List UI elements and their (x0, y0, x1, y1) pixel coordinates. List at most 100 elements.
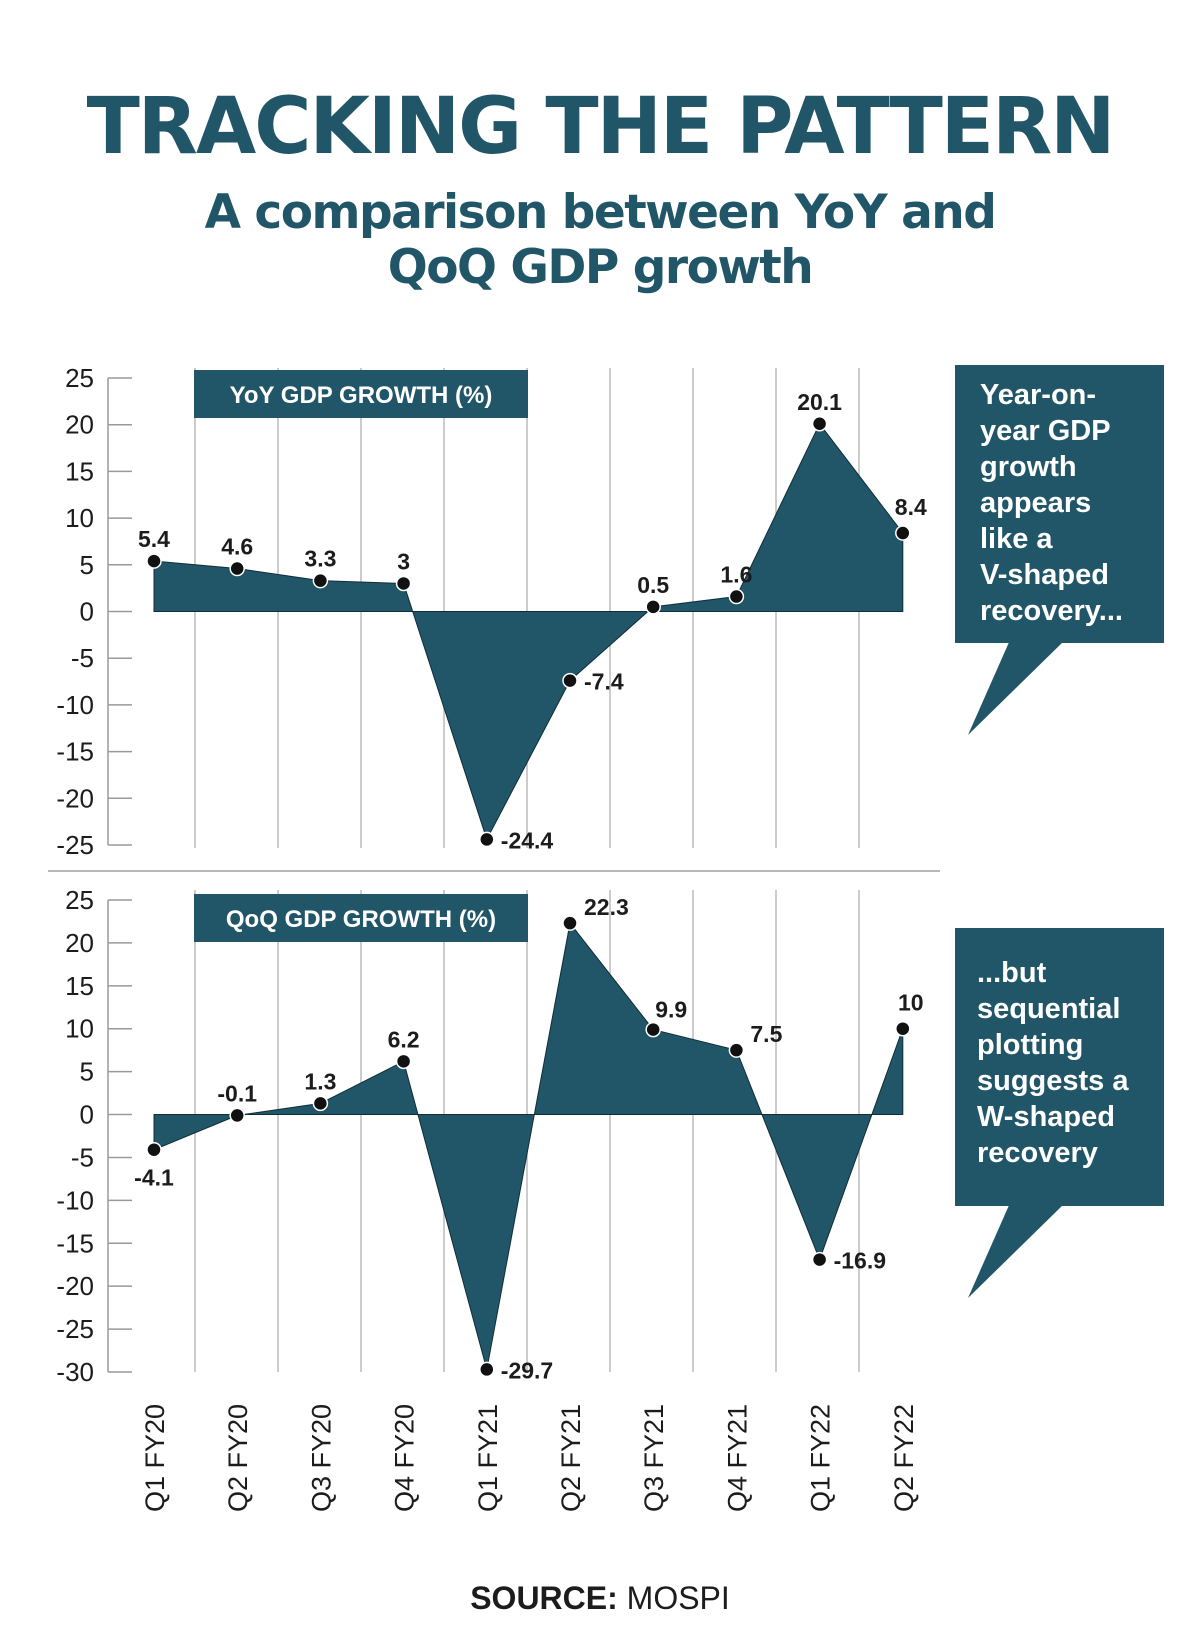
x-tick-label: Q4 FY21 (722, 1404, 752, 1512)
subtitle-line-2: QoQ GDP growth (387, 240, 814, 295)
y-tick-label: 15 (65, 456, 94, 486)
source-value: MOSPI (626, 1580, 730, 1616)
callout-text-line: year GDP (980, 415, 1111, 447)
data-label: 22.3 (584, 894, 629, 920)
x-tick-label: Q3 FY21 (639, 1404, 669, 1512)
data-label: 9.9 (655, 997, 687, 1023)
y-tick-label: 5 (80, 550, 94, 580)
data-label: 7.5 (750, 1021, 782, 1047)
data-label: 5.4 (138, 526, 170, 552)
growth-area (153, 422, 904, 841)
data-point (895, 525, 911, 541)
y-tick-label: 0 (80, 597, 94, 627)
callout-text-line: recovery... (980, 595, 1123, 627)
data-point (146, 553, 162, 569)
subtitle-line-1: A comparison between YoY and (204, 185, 997, 240)
data-label: -4.1 (134, 1165, 174, 1191)
y-tick-label: 0 (80, 1100, 94, 1130)
y-tick-label: 20 (65, 410, 94, 440)
callout-text-line: Year-on- (980, 379, 1096, 411)
data-label: 4.6 (221, 534, 253, 560)
x-tick-label: Q1 FY22 (806, 1404, 836, 1512)
source-label: SOURCE: (470, 1580, 618, 1616)
x-tick-label: Q2 FY22 (889, 1404, 919, 1512)
data-label: -0.1 (217, 1080, 257, 1106)
y-tick-label: -10 (56, 1185, 94, 1215)
y-tick-label: 20 (65, 928, 94, 958)
data-point (562, 672, 578, 689)
callout-box (955, 365, 1164, 643)
callout-text-line: growth (980, 451, 1077, 483)
y-tick-label: -5 (71, 643, 94, 673)
data-label: 20.1 (797, 389, 842, 415)
panel-title-box (194, 370, 528, 418)
data-label: -16.9 (834, 1248, 886, 1274)
data-point (146, 1141, 162, 1158)
callout-box (955, 928, 1164, 1206)
x-tick-label: Q2 FY21 (556, 1404, 586, 1512)
data-point (728, 588, 745, 605)
source-note: SOURCE: MOSPI (0, 1580, 1200, 1617)
y-tick-label: -25 (56, 1314, 94, 1344)
data-point (479, 1361, 495, 1378)
y-tick-label: -15 (56, 737, 94, 767)
y-tick-label: 25 (65, 885, 94, 915)
data-point (395, 575, 412, 592)
y-tick-label: -30 (56, 1357, 94, 1387)
y-tick-label: -25 (56, 830, 94, 860)
gdp-growth-charts: 25 20 15 10 5 0 -5 -10 -15 -20 -25 5.4 4.6 3.3 3 -24.4 -… (48, 363, 1164, 1512)
callout-tail (968, 1203, 1065, 1298)
chart-panel-qoq: 25 20 15 10 5 0 -5 -10 -15 -20 -25 -30 -4.1 -0.1 1.3 6.… (56, 885, 1164, 1387)
y-tick-label: 15 (65, 971, 94, 1001)
data-point (312, 572, 329, 589)
page-subtitle: A comparison between YoY and QoQ GDP gro… (0, 185, 1200, 295)
y-tick-label: -10 (56, 690, 94, 720)
y-tick-label: 25 (65, 363, 94, 393)
callout-text-line: ...but (977, 957, 1047, 989)
data-point (312, 1095, 329, 1112)
y-tick-label: -5 (71, 1142, 94, 1172)
callout-text-line: appears (980, 487, 1091, 519)
y-tick-label: 10 (65, 503, 94, 533)
data-label: -7.4 (584, 669, 624, 695)
y-tick-label: 5 (80, 1057, 94, 1087)
page-title: TRACKING THE PATTERN (86, 82, 1116, 172)
data-point (229, 560, 245, 577)
data-label: -29.7 (501, 1357, 553, 1383)
growth-area (153, 921, 904, 1370)
chart-panel-yoy: 25 20 15 10 5 0 -5 -10 -15 -20 -25 5.4 4.6 3.3 3 -24.4 -… (56, 363, 1164, 860)
y-tick-label: 10 (65, 1014, 94, 1044)
data-point (895, 1020, 911, 1037)
data-point (645, 599, 661, 615)
y-tick-label: -20 (56, 783, 94, 813)
data-point (811, 1251, 828, 1268)
panel-title: YoY GDP GROWTH (%) (230, 382, 493, 409)
x-tick-label: Q1 FY20 (140, 1404, 170, 1512)
data-point (395, 1053, 412, 1070)
x-tick-label: Q4 FY20 (390, 1404, 420, 1512)
x-tick-label: Q2 FY20 (223, 1404, 253, 1512)
data-point (728, 1042, 745, 1058)
data-point (562, 915, 578, 931)
callout-tail (968, 640, 1065, 735)
y-tick-label: -15 (56, 1228, 94, 1258)
callout-text-line: plotting (977, 1029, 1083, 1061)
callout-text-line: V-shaped (980, 559, 1109, 591)
data-label: 1.6 (720, 562, 752, 588)
data-label: 10 (898, 990, 924, 1016)
callout-text-line: recovery (977, 1137, 1098, 1169)
data-label: 0.5 (637, 572, 669, 598)
x-tick-label: Q1 FY21 (473, 1404, 503, 1512)
data-label: 3.3 (304, 546, 336, 572)
callout-text-line: suggests a (977, 1065, 1129, 1097)
data-label: 3 (397, 548, 410, 574)
data-label: 1.3 (304, 1068, 336, 1094)
panel-title: QoQ GDP GROWTH (%) (226, 906, 496, 933)
data-label: -24.4 (501, 827, 554, 853)
data-label: 8.4 (895, 494, 927, 520)
y-tick-label: -20 (56, 1271, 94, 1301)
panel-title-box (194, 894, 528, 942)
data-point (229, 1107, 245, 1124)
data-point (645, 1021, 661, 1038)
data-point (479, 831, 495, 848)
